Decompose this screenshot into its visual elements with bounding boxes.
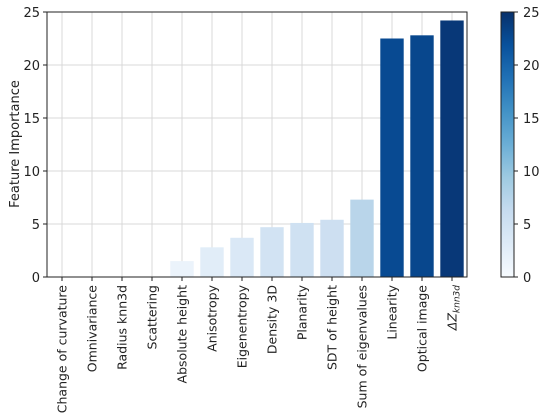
x-tick-label: Anisotropy <box>205 284 220 351</box>
x-tick-label: Linearity <box>385 284 400 339</box>
bar <box>440 20 464 277</box>
bar <box>320 219 344 277</box>
grid-lines <box>47 11 467 278</box>
bar <box>260 227 284 277</box>
x-tick-label: Scattering <box>145 285 160 349</box>
bars-group <box>170 20 464 277</box>
bar <box>290 222 314 277</box>
y-tick-label: 15 <box>23 112 40 127</box>
colorbar-tick-label: 0 <box>523 271 531 286</box>
y-tick-label: 5 <box>32 218 40 233</box>
y-tick-label: 25 <box>23 6 40 21</box>
colorbar-tick-label: 25 <box>523 6 540 21</box>
x-tick-label: Optical image <box>415 285 430 372</box>
x-tick-label: Planarity <box>295 284 310 340</box>
x-tick-label: Change of curvature <box>55 285 70 413</box>
colorbar-tick-label: 10 <box>523 165 540 180</box>
bar <box>350 199 374 277</box>
x-axis: Change of curvature Omnivariance Radius kn… <box>55 277 463 413</box>
x-tick-label: Sum of eigenvalues <box>355 285 370 408</box>
bar <box>410 35 434 277</box>
plot-frame <box>46 11 468 278</box>
bar <box>200 247 224 277</box>
y-tick-label: 20 <box>23 59 40 74</box>
x-tick-label: SDT of height <box>325 285 340 370</box>
y-axis: 0 5 10 15 20 25 <box>23 6 47 286</box>
colorbar: 0 5 10 15 20 25 <box>500 6 540 286</box>
x-tick-label: Density 3D <box>265 285 280 354</box>
y-axis-label: Feature Importance <box>8 80 23 208</box>
colorbar-tick-label: 15 <box>523 112 540 127</box>
bar <box>230 237 254 277</box>
y-tick-label: 10 <box>23 165 40 180</box>
x-tick-label: Radius knn3d <box>115 285 130 370</box>
colorbar-tick-label: 5 <box>523 218 531 233</box>
x-tick-label: Absolute height <box>175 285 190 384</box>
bar <box>380 38 404 277</box>
colorbar-tick-label: 20 <box>523 59 540 74</box>
x-tick-label: Eigenentropy <box>235 284 250 368</box>
x-tick-label: Omnivariance <box>85 285 100 373</box>
x-tick-label: ΔZknn3d <box>445 285 463 331</box>
y-tick-label: 0 <box>32 271 40 286</box>
bar <box>170 261 194 277</box>
colorbar-gradient <box>500 11 515 278</box>
